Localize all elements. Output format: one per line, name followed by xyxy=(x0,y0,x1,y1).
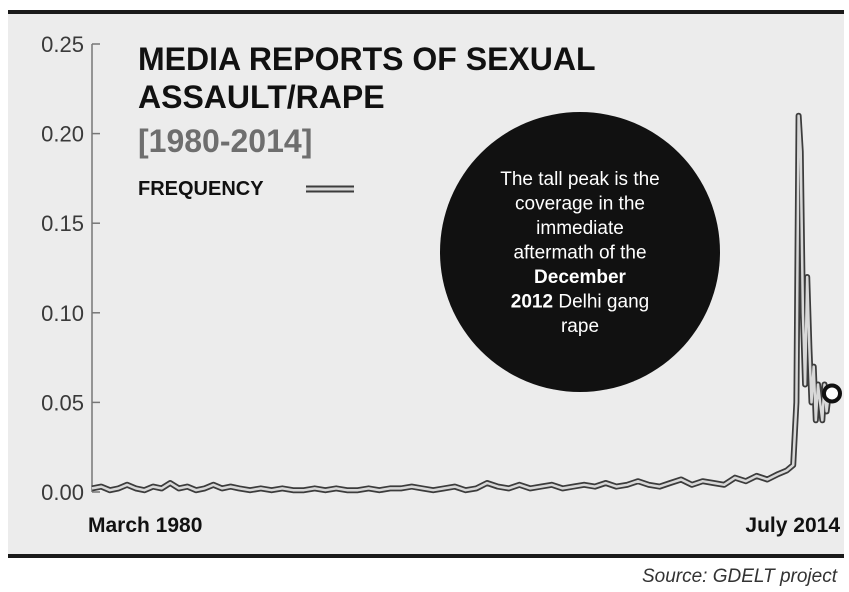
annotation-circle xyxy=(440,112,720,392)
y-tick-label: 0.15 xyxy=(41,211,84,236)
annotation-line: aftermath of the xyxy=(513,243,646,264)
chart-svg: 0.00 0.05 0.10 0.15 0.20 0.25 MEDIA REPORTS O… xyxy=(41,32,842,537)
y-axis: 0.00 0.05 0.10 0.15 0.20 0.25 xyxy=(41,32,100,505)
annotation-line: December xyxy=(534,267,626,288)
series-layer xyxy=(91,112,842,494)
chart-subtitle: [1980-2014] xyxy=(138,123,312,159)
chart-title: MEDIA REPORTS OF SEXUAL ASSAULT/RAPE [19… xyxy=(138,41,596,159)
annotation-line: coverage in the xyxy=(515,194,645,215)
y-tick-label: 0.10 xyxy=(41,301,84,326)
y-tick-label: 0.20 xyxy=(41,122,84,147)
series-line xyxy=(91,114,832,492)
y-tick-label: 0.00 xyxy=(41,480,84,505)
source-note: Source: GDELT project xyxy=(641,566,837,587)
annotation-line: rape xyxy=(561,316,599,337)
y-tick-label: 0.05 xyxy=(41,390,84,415)
y-tick-label: 0.25 xyxy=(41,32,84,57)
annotation-bubble: The tall peak is the coverage in the immed… xyxy=(440,112,720,392)
legend: FREQUENCY xyxy=(138,178,354,200)
legend-label: FREQUENCY xyxy=(138,178,264,200)
annotation-line: The tall peak is the xyxy=(500,169,659,190)
title-line-1: MEDIA REPORTS OF SEXUAL xyxy=(138,41,596,77)
x-start-label: March 1980 xyxy=(88,514,202,537)
end-point-marker xyxy=(822,383,842,404)
annotation-text: The tall peak is the coverage in the immed… xyxy=(500,169,659,337)
title-line-2: ASSAULT/RAPE xyxy=(138,79,385,115)
x-end-label: July 2014 xyxy=(745,514,840,537)
annotation-line: immediate xyxy=(536,218,624,239)
annotation-line: 2012 Delhi gang xyxy=(511,292,649,313)
